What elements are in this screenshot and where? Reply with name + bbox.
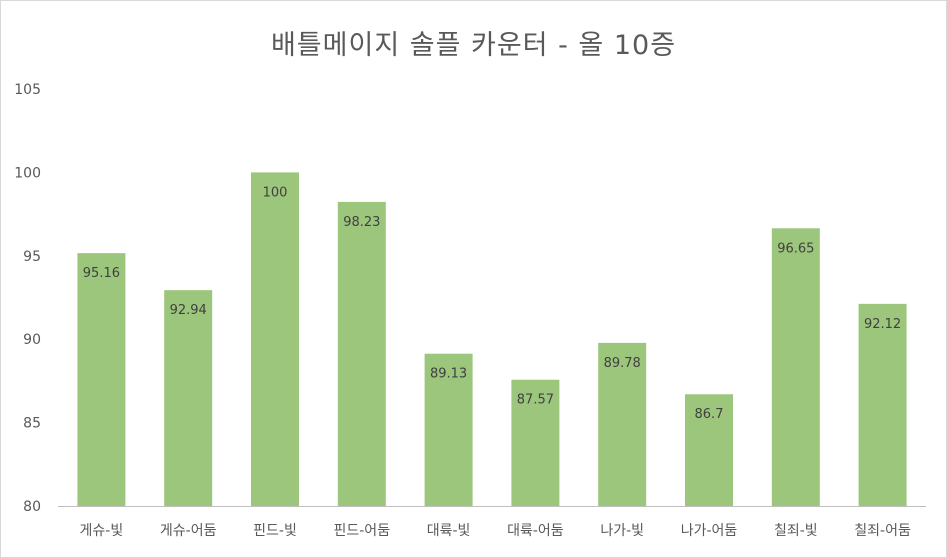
data-label: 100 (263, 185, 288, 200)
bar (164, 290, 213, 506)
x-tick-label: 나가-빛 (600, 523, 644, 539)
bar (424, 353, 473, 506)
data-label: 89.13 (430, 367, 467, 382)
bar (77, 253, 126, 506)
x-tick-label: 대륙-어둠 (507, 523, 564, 539)
bar (858, 303, 907, 506)
bar (337, 201, 386, 507)
data-label: 92.12 (864, 317, 901, 332)
x-tick-label: 칠죄-빛 (774, 523, 818, 539)
y-tick-label: 95 (23, 249, 41, 265)
bar (511, 379, 560, 506)
x-tick-label: 칠죄-어둠 (854, 523, 911, 539)
x-tick-label: 대륙-빛 (427, 523, 471, 539)
x-tick-label: 게슈-빛 (80, 523, 124, 539)
x-tick-label: 핀드-빛 (253, 523, 297, 539)
bar (598, 342, 647, 506)
data-label: 87.57 (517, 393, 554, 408)
y-tick-label: 90 (23, 332, 41, 348)
data-label: 98.23 (343, 215, 380, 230)
data-label: 95.16 (83, 266, 120, 281)
y-tick-label: 80 (23, 499, 41, 515)
bar (251, 172, 299, 506)
y-tick-label: 85 (23, 416, 41, 432)
x-tick-label: 게슈-어둠 (160, 523, 217, 539)
y-tick-label: 105 (14, 82, 41, 98)
data-label: 89.78 (604, 356, 641, 371)
y-tick-label: 100 (14, 165, 41, 181)
bar (771, 228, 820, 506)
chart-title: 배틀메이지 솔플 카운터 - 올 10증 (270, 30, 677, 61)
x-tick-label: 나가-어둠 (681, 523, 738, 539)
data-label: 92.94 (170, 303, 207, 318)
x-tick-label: 핀드-어둠 (334, 523, 391, 539)
bar (685, 394, 733, 506)
data-label: 96.65 (777, 241, 814, 256)
data-label: 86.7 (695, 407, 724, 422)
